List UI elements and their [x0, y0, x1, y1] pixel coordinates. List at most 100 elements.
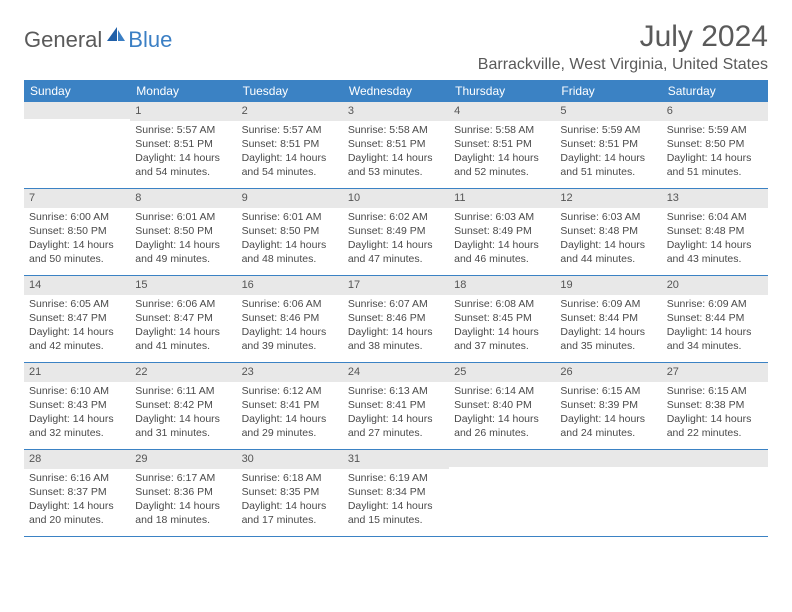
sunrise-text: Sunrise: 6:06 AM — [135, 297, 231, 311]
day-number — [555, 450, 661, 467]
daylight-text: Daylight: 14 hours and 51 minutes. — [667, 151, 763, 179]
day-cell: 17Sunrise: 6:07 AMSunset: 8:46 PMDayligh… — [343, 276, 449, 362]
daylight-text: Daylight: 14 hours and 51 minutes. — [560, 151, 656, 179]
day-number: 31 — [343, 450, 449, 469]
day-cell: 30Sunrise: 6:18 AMSunset: 8:35 PMDayligh… — [237, 450, 343, 536]
day-number: 28 — [24, 450, 130, 469]
title-block: July 2024 Barrackville, West Virginia, U… — [478, 20, 768, 74]
day-body: Sunrise: 5:59 AMSunset: 8:50 PMDaylight:… — [662, 121, 768, 184]
daylight-text: Daylight: 14 hours and 44 minutes. — [560, 238, 656, 266]
day-cell: 4Sunrise: 5:58 AMSunset: 8:51 PMDaylight… — [449, 102, 555, 188]
day-number: 14 — [24, 276, 130, 295]
sunrise-text: Sunrise: 6:15 AM — [560, 384, 656, 398]
day-body: Sunrise: 6:03 AMSunset: 8:48 PMDaylight:… — [555, 208, 661, 271]
day-body: Sunrise: 6:09 AMSunset: 8:44 PMDaylight:… — [662, 295, 768, 358]
day-body: Sunrise: 6:04 AMSunset: 8:48 PMDaylight:… — [662, 208, 768, 271]
day-body: Sunrise: 6:15 AMSunset: 8:38 PMDaylight:… — [662, 382, 768, 445]
sunset-text: Sunset: 8:34 PM — [348, 485, 444, 499]
logo: General Blue — [24, 26, 172, 53]
sunset-text: Sunset: 8:40 PM — [454, 398, 550, 412]
day-body: Sunrise: 6:19 AMSunset: 8:34 PMDaylight:… — [343, 469, 449, 532]
day-cell: 5Sunrise: 5:59 AMSunset: 8:51 PMDaylight… — [555, 102, 661, 188]
sunset-text: Sunset: 8:49 PM — [348, 224, 444, 238]
day-cell — [449, 450, 555, 536]
daylight-text: Daylight: 14 hours and 38 minutes. — [348, 325, 444, 353]
day-number: 21 — [24, 363, 130, 382]
sunset-text: Sunset: 8:51 PM — [348, 137, 444, 151]
day-cell — [24, 102, 130, 188]
daylight-text: Daylight: 14 hours and 20 minutes. — [29, 499, 125, 527]
day-cell: 13Sunrise: 6:04 AMSunset: 8:48 PMDayligh… — [662, 189, 768, 275]
sunset-text: Sunset: 8:38 PM — [667, 398, 763, 412]
day-cell: 27Sunrise: 6:15 AMSunset: 8:38 PMDayligh… — [662, 363, 768, 449]
logo-text-general: General — [24, 27, 102, 53]
sunrise-text: Sunrise: 6:04 AM — [667, 210, 763, 224]
logo-sail-icon — [106, 26, 126, 49]
sunset-text: Sunset: 8:44 PM — [560, 311, 656, 325]
sunrise-text: Sunrise: 6:17 AM — [135, 471, 231, 485]
day-cell — [662, 450, 768, 536]
day-body: Sunrise: 6:10 AMSunset: 8:43 PMDaylight:… — [24, 382, 130, 445]
day-body: Sunrise: 6:07 AMSunset: 8:46 PMDaylight:… — [343, 295, 449, 358]
sunrise-text: Sunrise: 6:05 AM — [29, 297, 125, 311]
day-number: 22 — [130, 363, 236, 382]
sunrise-text: Sunrise: 6:09 AM — [560, 297, 656, 311]
day-body: Sunrise: 6:05 AMSunset: 8:47 PMDaylight:… — [24, 295, 130, 358]
sunset-text: Sunset: 8:48 PM — [560, 224, 656, 238]
day-body: Sunrise: 6:09 AMSunset: 8:44 PMDaylight:… — [555, 295, 661, 358]
sunset-text: Sunset: 8:51 PM — [454, 137, 550, 151]
sunrise-text: Sunrise: 6:12 AM — [242, 384, 338, 398]
sunrise-text: Sunrise: 5:59 AM — [560, 123, 656, 137]
day-number: 10 — [343, 189, 449, 208]
daylight-text: Daylight: 14 hours and 49 minutes. — [135, 238, 231, 266]
sunset-text: Sunset: 8:48 PM — [667, 224, 763, 238]
daylight-text: Daylight: 14 hours and 53 minutes. — [348, 151, 444, 179]
daylight-text: Daylight: 14 hours and 43 minutes. — [667, 238, 763, 266]
week-row: 1Sunrise: 5:57 AMSunset: 8:51 PMDaylight… — [24, 102, 768, 189]
daylight-text: Daylight: 14 hours and 39 minutes. — [242, 325, 338, 353]
sunset-text: Sunset: 8:46 PM — [242, 311, 338, 325]
sunset-text: Sunset: 8:51 PM — [135, 137, 231, 151]
day-number: 23 — [237, 363, 343, 382]
day-number: 13 — [662, 189, 768, 208]
sunrise-text: Sunrise: 6:16 AM — [29, 471, 125, 485]
day-body: Sunrise: 6:06 AMSunset: 8:46 PMDaylight:… — [237, 295, 343, 358]
day-number: 15 — [130, 276, 236, 295]
week-row: 7Sunrise: 6:00 AMSunset: 8:50 PMDaylight… — [24, 189, 768, 276]
day-cell: 11Sunrise: 6:03 AMSunset: 8:49 PMDayligh… — [449, 189, 555, 275]
day-body: Sunrise: 6:15 AMSunset: 8:39 PMDaylight:… — [555, 382, 661, 445]
weekday-header: Sunday — [24, 80, 130, 102]
sunset-text: Sunset: 8:50 PM — [135, 224, 231, 238]
daylight-text: Daylight: 14 hours and 26 minutes. — [454, 412, 550, 440]
day-cell: 18Sunrise: 6:08 AMSunset: 8:45 PMDayligh… — [449, 276, 555, 362]
day-number: 29 — [130, 450, 236, 469]
day-number — [662, 450, 768, 467]
sunset-text: Sunset: 8:41 PM — [242, 398, 338, 412]
sunrise-text: Sunrise: 5:57 AM — [242, 123, 338, 137]
day-number: 25 — [449, 363, 555, 382]
daylight-text: Daylight: 14 hours and 48 minutes. — [242, 238, 338, 266]
sunset-text: Sunset: 8:50 PM — [242, 224, 338, 238]
day-body: Sunrise: 5:59 AMSunset: 8:51 PMDaylight:… — [555, 121, 661, 184]
day-cell: 16Sunrise: 6:06 AMSunset: 8:46 PMDayligh… — [237, 276, 343, 362]
sunset-text: Sunset: 8:36 PM — [135, 485, 231, 499]
daylight-text: Daylight: 14 hours and 41 minutes. — [135, 325, 231, 353]
day-body: Sunrise: 5:57 AMSunset: 8:51 PMDaylight:… — [130, 121, 236, 184]
daylight-text: Daylight: 14 hours and 32 minutes. — [29, 412, 125, 440]
sunrise-text: Sunrise: 6:03 AM — [560, 210, 656, 224]
day-number: 4 — [449, 102, 555, 121]
day-cell: 15Sunrise: 6:06 AMSunset: 8:47 PMDayligh… — [130, 276, 236, 362]
day-number: 19 — [555, 276, 661, 295]
sunset-text: Sunset: 8:51 PM — [242, 137, 338, 151]
sunset-text: Sunset: 8:42 PM — [135, 398, 231, 412]
day-number: 12 — [555, 189, 661, 208]
daylight-text: Daylight: 14 hours and 27 minutes. — [348, 412, 444, 440]
sunset-text: Sunset: 8:45 PM — [454, 311, 550, 325]
day-number: 27 — [662, 363, 768, 382]
day-cell: 19Sunrise: 6:09 AMSunset: 8:44 PMDayligh… — [555, 276, 661, 362]
sunrise-text: Sunrise: 6:01 AM — [242, 210, 338, 224]
sunset-text: Sunset: 8:47 PM — [29, 311, 125, 325]
week-row: 28Sunrise: 6:16 AMSunset: 8:37 PMDayligh… — [24, 450, 768, 537]
month-year-title: July 2024 — [478, 20, 768, 54]
sunrise-text: Sunrise: 6:07 AM — [348, 297, 444, 311]
